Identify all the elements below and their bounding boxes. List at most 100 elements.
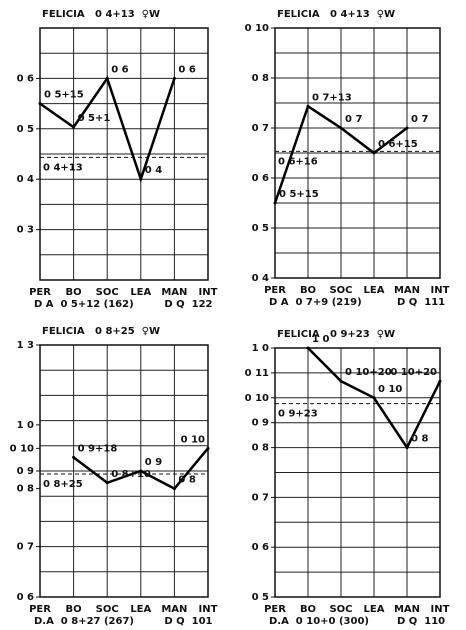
value-label: 0 6+15	[378, 139, 418, 150]
footer-right: D Q 110	[397, 616, 445, 627]
x-tick-label: LEA	[364, 285, 385, 296]
x-tick-label: SOC	[329, 604, 352, 615]
x-tick-label: INT	[431, 285, 450, 296]
reference-label: 0 8+25	[43, 479, 83, 490]
value-label: 0 8+10	[111, 469, 151, 480]
x-tick-label: LEA	[130, 287, 151, 298]
data-point	[405, 446, 409, 450]
data-point	[172, 487, 176, 491]
x-tick-label: INT	[199, 604, 218, 615]
y-tick-label: 0 10	[245, 23, 269, 34]
value-label: 0 5+15	[279, 189, 319, 200]
value-label: 0 10+20	[345, 367, 392, 378]
reference-label: 0 4+13	[43, 162, 83, 173]
x-tick-label: LEA	[130, 604, 151, 615]
x-tick-label: PER	[29, 604, 51, 615]
y-tick-label: 0 8	[252, 443, 269, 454]
data-point	[372, 396, 376, 400]
value-label: 0 6	[178, 64, 195, 75]
footer-right: D Q 122	[164, 299, 212, 310]
plot-frame	[274, 347, 441, 598]
x-tick-label: INT	[199, 287, 218, 298]
chart-title: FELICIA 0 8+25 ♀W	[42, 326, 160, 337]
plot-frame	[274, 27, 441, 279]
footer-right: D Q 101	[164, 616, 212, 627]
y-tick-label: 0 7	[17, 542, 34, 553]
value-label: 0 10	[378, 384, 402, 395]
footer-left: D A 0 7+9 (219)	[269, 297, 362, 308]
y-tick-label: 0 6	[17, 73, 34, 84]
chart-title: FELICIA 0 9+23 ♀W	[277, 329, 395, 340]
value-label: 0 6	[111, 64, 128, 75]
y-tick-label: 0 8	[252, 73, 269, 84]
y-tick-label: 0 6	[252, 173, 269, 184]
chart-title: FELICIA 0 4+13 ♀W	[42, 9, 160, 20]
chart-title: FELICIA 0 4+13 ♀W	[277, 9, 395, 20]
value-label: 0 4	[145, 165, 162, 176]
y-tick-label: 0 5	[252, 592, 269, 603]
x-tick-label: LEA	[364, 604, 385, 615]
value-label: 0 7	[411, 114, 428, 125]
x-tick-label: SOC	[96, 287, 119, 298]
y-tick-label: 0 7	[252, 123, 269, 134]
y-tick-label: 0 5	[17, 124, 34, 135]
x-tick-label: PER	[264, 604, 286, 615]
data-point	[139, 177, 143, 181]
footer-right: D Q 111	[397, 297, 445, 308]
data-point	[172, 76, 176, 80]
y-tick-label: 1 0	[17, 420, 34, 431]
data-point	[339, 126, 343, 130]
y-tick-label: 0 9	[252, 418, 269, 429]
data-point	[38, 102, 42, 106]
y-tick-label: 1 0	[252, 343, 269, 354]
value-label: 0 5+1	[78, 113, 111, 124]
y-tick-label: 0 8	[17, 484, 34, 495]
data-point	[306, 346, 310, 350]
x-tick-label: BO	[300, 604, 316, 615]
value-label: 0 9+18	[78, 443, 118, 454]
y-tick-label: 0 4	[252, 273, 269, 284]
data-point	[139, 469, 143, 473]
footer-left: D.A 0 8+27 (267)	[34, 616, 134, 627]
x-tick-label: SOC	[96, 604, 119, 615]
y-tick-label: 0 11	[245, 368, 269, 379]
x-tick-label: BO	[66, 604, 82, 615]
data-point	[105, 481, 109, 485]
footer-left: D A 0 5+12 (162)	[34, 299, 134, 310]
value-label: 0 9	[145, 457, 162, 468]
y-tick-label: 0 7	[252, 492, 269, 503]
data-point	[405, 126, 409, 130]
value-label: 0 10	[181, 434, 205, 445]
footer-left: D.A 0 10+0 (300)	[269, 616, 369, 627]
y-tick-label: 1 3	[17, 340, 34, 351]
x-tick-label: MAN	[394, 285, 420, 296]
x-tick-label: INT	[431, 604, 450, 615]
y-tick-label: 0 3	[17, 225, 34, 236]
value-label: 0 7	[345, 114, 362, 125]
data-point	[72, 455, 76, 459]
value-label: 0 7+13	[312, 92, 352, 103]
reference-label: 0 6+16	[278, 156, 318, 167]
value-label: 0 10+20	[390, 367, 437, 378]
data-point	[273, 201, 277, 205]
data-point	[105, 76, 109, 80]
y-tick-label: 0 10	[245, 393, 269, 404]
data-point	[72, 125, 76, 129]
y-tick-label: 0 4	[17, 174, 34, 185]
value-label: 1 0	[312, 334, 329, 345]
data-point	[438, 379, 442, 383]
x-tick-label: SOC	[329, 285, 352, 296]
y-tick-label: 0 9	[17, 466, 34, 477]
value-label: 0 5+15	[44, 90, 84, 101]
y-tick-label: 0 5	[252, 223, 269, 234]
x-tick-label: BO	[300, 285, 316, 296]
y-tick-label: 0 6	[17, 592, 34, 603]
plot-frame	[39, 27, 209, 281]
value-label: 0 8	[411, 434, 428, 445]
value-label: 0 8	[178, 475, 195, 486]
y-tick-label: 0 6	[252, 542, 269, 553]
x-tick-label: BO	[66, 287, 82, 298]
y-tick-label: 0 10	[10, 443, 34, 454]
reference-label: 0 9+23	[278, 409, 318, 420]
